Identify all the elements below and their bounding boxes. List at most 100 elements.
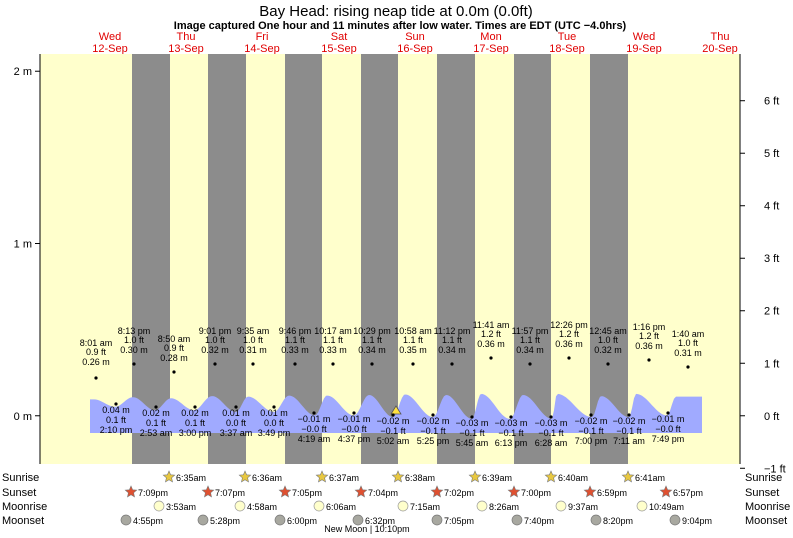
low-tide-time: 7:11 am (613, 436, 645, 446)
high-tide-point (132, 362, 136, 366)
moonrise-row-label-right: Moonrise (745, 501, 790, 513)
low-tide-m: 0.04 m (102, 405, 130, 415)
day-date: 18-Sep (549, 43, 584, 55)
moon-phase-note: New Moon | 10:10pm (324, 524, 409, 534)
sunrise-time: 6:41am (635, 473, 665, 483)
high-tide-time: 12:45 am (589, 326, 627, 336)
sunset-row-label-left: Sunset (2, 487, 36, 499)
low-tide-time: 2:10 pm (100, 425, 133, 435)
low-tide-point (509, 415, 513, 419)
high-tide-m: 0.33 m (281, 345, 309, 355)
sunset-icon (354, 485, 368, 498)
day-date: 15-Sep (321, 43, 356, 55)
sunrise-icon (391, 470, 405, 483)
moonset-icon (197, 514, 209, 526)
sunrise-time: 6:39am (482, 473, 512, 483)
low-tide-point (470, 415, 474, 419)
high-tide-time: 9:35 am (237, 326, 270, 336)
ft-tick-label: 5 ft (764, 148, 779, 160)
low-tide-m: −0.03 m (456, 418, 489, 428)
low-tide-ft: 0.0 ft (264, 418, 285, 428)
sunset-icon (659, 485, 673, 498)
moonrise-icon (313, 500, 325, 512)
moonset-icon (590, 514, 602, 526)
low-tide-time: 4:19 am (298, 434, 331, 444)
low-tide-ft: −0.1 ft (616, 426, 642, 436)
low-tide-ft: −0.1 ft (498, 428, 524, 438)
m-tick-label: 1 m (14, 238, 32, 250)
day-name: Wed (99, 31, 121, 43)
low-tide-point (114, 402, 118, 406)
low-tide-ft: −0.1 ft (380, 426, 406, 436)
high-tide-ft: 1.0 ft (124, 335, 145, 345)
high-tide-point (686, 365, 690, 369)
sunset-time: 6:57pm (673, 488, 703, 498)
day-name: Wed (633, 31, 655, 43)
moonrise-icon (397, 500, 409, 512)
sunset-icon (278, 485, 292, 498)
day-date: 17-Sep (473, 43, 508, 55)
sunset-time: 7:09pm (138, 488, 168, 498)
sunset-icon (583, 485, 597, 498)
low-tide-m: −0.03 m (495, 418, 528, 428)
low-tide-ft: −0.1 ft (538, 428, 564, 438)
moonset-time: 9:04pm (682, 516, 712, 526)
night-band (361, 54, 398, 464)
ft-tick-label: 1 ft (764, 358, 779, 370)
day-date: 14-Sep (244, 43, 279, 55)
high-tide-m: 0.31 m (239, 345, 267, 355)
moonset-time: 7:40pm (524, 516, 554, 526)
low-tide-ft: −0.0 ft (301, 424, 327, 434)
low-tide-point (666, 411, 670, 415)
moonset-row-label-right: Moonset (745, 515, 787, 527)
moonrise-time: 4:58am (247, 502, 277, 512)
high-tide-ft: 1.1 ft (520, 335, 541, 345)
sunset-time: 7:04pm (368, 488, 398, 498)
day-name: Thu (177, 31, 196, 43)
high-tide-m: 0.36 m (635, 341, 663, 351)
night-band (132, 54, 170, 464)
low-tide-ft: 0.1 ft (146, 418, 167, 428)
moonset-time: 5:28pm (210, 516, 240, 526)
low-tide-ft: −0.1 ft (420, 426, 446, 436)
high-tide-m: 0.28 m (160, 353, 188, 363)
moonrise-icon (555, 500, 567, 512)
moonset-icon (431, 514, 443, 526)
day-name: Tue (558, 31, 577, 43)
moonrise-time: 10:49am (649, 502, 684, 512)
tide-labels: 8:01 am0.9 ft0.26 m8:13 pm1.0 ft0.30 m8:… (80, 320, 705, 448)
low-tide-time: 5:25 pm (417, 436, 450, 446)
low-tide-ft: 0.0 ft (226, 418, 247, 428)
water-level-area (90, 393, 702, 433)
night-band (285, 54, 322, 464)
low-tide-point (312, 411, 316, 415)
night-band (208, 54, 246, 464)
low-tide-point (234, 405, 238, 409)
high-tide-point (251, 362, 255, 366)
low-tide-ft: 0.1 ft (185, 418, 206, 428)
moonset-icon (120, 514, 132, 526)
low-tide-m: −0.02 m (613, 416, 646, 426)
low-tide-m: −0.01 m (298, 414, 331, 424)
high-tide-time: 1:16 pm (633, 322, 666, 332)
night-band (437, 54, 475, 464)
low-tide-point (193, 405, 197, 409)
low-tide-time: 7:49 pm (652, 434, 685, 444)
high-tide-m: 0.36 m (555, 339, 583, 349)
high-tide-ft: 0.9 ft (86, 347, 107, 357)
high-tide-ft: 1.0 ft (205, 335, 226, 345)
sunset-time: 7:07pm (215, 488, 245, 498)
high-tide-m: 0.34 m (438, 345, 466, 355)
moonrise-time: 6:06am (326, 502, 356, 512)
moonset-row-label-left: Moonset (2, 515, 44, 527)
sunset-icon (201, 485, 215, 498)
high-tide-m: 0.34 m (358, 345, 386, 355)
ft-tick-label: 2 ft (764, 306, 779, 318)
low-tide-time: 4:37 pm (338, 434, 371, 444)
sunrise-time: 6:40am (558, 473, 588, 483)
low-tide-m: −0.02 m (575, 416, 608, 426)
ft-tick-label: 0 ft (764, 411, 779, 423)
sunrise-row-label-left: Sunrise (2, 472, 39, 484)
ft-tick-label: 6 ft (764, 96, 779, 108)
sunset-time: 7:05pm (292, 488, 322, 498)
